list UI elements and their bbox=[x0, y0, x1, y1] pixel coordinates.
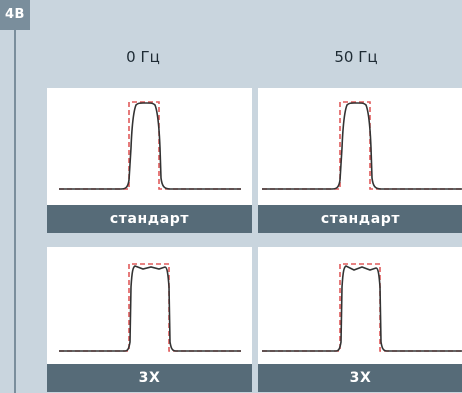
figure-accent-line bbox=[14, 30, 16, 393]
pulse-plot bbox=[262, 101, 462, 190]
reference-pulse-line bbox=[262, 263, 462, 352]
panel-caption: 3X bbox=[47, 364, 252, 392]
panel-caption: стандарт bbox=[258, 205, 462, 233]
pulse-plot bbox=[59, 101, 241, 190]
panel-caption: 3X bbox=[258, 364, 462, 392]
panel-50hz-3x: 3X bbox=[258, 247, 462, 392]
panel-0hz-3x: 3X bbox=[47, 247, 252, 392]
column-header-0hz: 0 Гц bbox=[126, 48, 160, 66]
panel-0hz-standard: стандарт bbox=[47, 88, 252, 233]
reference-pulse-line bbox=[59, 101, 241, 190]
column-header-50hz: 50 Гц bbox=[334, 48, 378, 66]
panel-caption: стандарт bbox=[47, 205, 252, 233]
reference-pulse-line bbox=[262, 101, 462, 190]
measured-pulse-line bbox=[59, 102, 241, 190]
measured-pulse-line bbox=[262, 265, 462, 352]
pulse-plot bbox=[262, 263, 462, 352]
figure-badge: 4B bbox=[0, 0, 30, 30]
panel-50hz-standard: стандарт bbox=[258, 88, 462, 233]
reference-pulse-line bbox=[59, 263, 241, 352]
pulse-plot bbox=[59, 263, 241, 352]
measured-pulse-line bbox=[262, 102, 462, 190]
measured-pulse-line bbox=[59, 265, 241, 352]
